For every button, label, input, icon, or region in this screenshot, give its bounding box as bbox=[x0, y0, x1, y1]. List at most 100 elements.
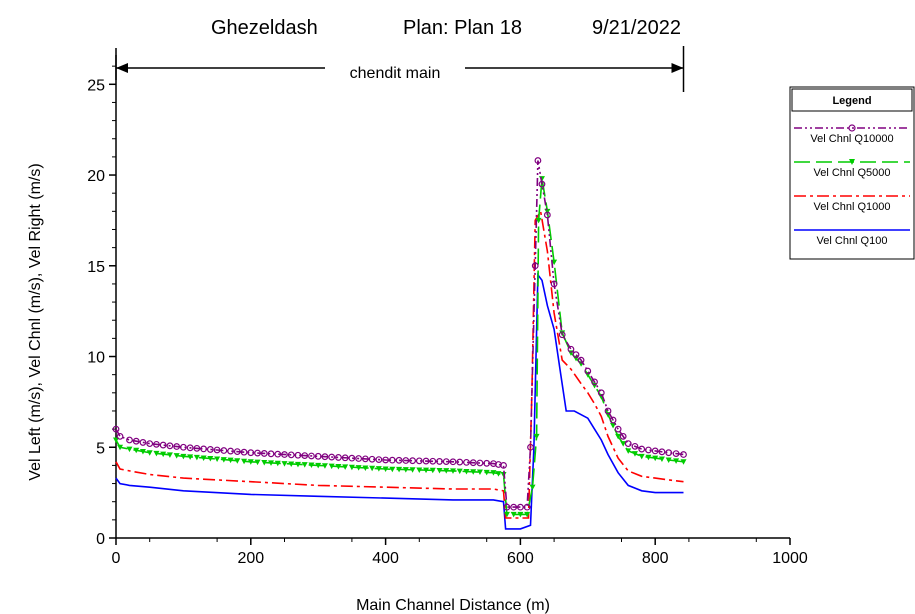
series-marker bbox=[133, 447, 140, 454]
series-marker bbox=[624, 440, 632, 448]
series-marker bbox=[604, 407, 612, 415]
series-marker bbox=[396, 466, 403, 473]
series-marker bbox=[672, 450, 680, 458]
y-tick-label: 15 bbox=[87, 259, 105, 276]
series-marker bbox=[314, 452, 322, 460]
series-marker bbox=[254, 449, 261, 457]
reach-label: chendit main bbox=[350, 65, 441, 82]
series-marker bbox=[328, 463, 335, 470]
series-marker bbox=[658, 456, 665, 463]
series-marker bbox=[510, 511, 517, 518]
series-marker bbox=[533, 433, 540, 440]
series-marker bbox=[436, 467, 443, 474]
series-marker bbox=[355, 465, 362, 471]
series-marker bbox=[597, 389, 605, 397]
series-marker bbox=[503, 503, 511, 511]
series-marker bbox=[652, 455, 659, 462]
series-marker bbox=[200, 445, 208, 453]
series-marker bbox=[620, 441, 627, 447]
series-marker bbox=[206, 446, 214, 453]
series-marker bbox=[543, 211, 551, 219]
series-marker bbox=[240, 448, 248, 456]
series-marker bbox=[538, 180, 546, 188]
series-marker bbox=[442, 458, 450, 465]
series-marker bbox=[463, 458, 470, 466]
series-marker bbox=[268, 460, 275, 466]
series-marker bbox=[348, 454, 356, 462]
series-marker bbox=[402, 467, 409, 473]
series-line bbox=[115, 178, 684, 516]
series-marker bbox=[186, 444, 194, 452]
series-marker bbox=[274, 450, 282, 458]
title-river: Ghezeldash bbox=[211, 17, 318, 39]
series-marker bbox=[388, 456, 396, 464]
series-marker bbox=[180, 453, 187, 460]
series-marker bbox=[220, 457, 227, 463]
series-marker bbox=[450, 468, 456, 474]
series-marker bbox=[572, 351, 580, 359]
series-marker bbox=[227, 447, 234, 455]
series-marker bbox=[463, 468, 470, 475]
series-marker bbox=[567, 345, 575, 353]
x-tick-label: 0 bbox=[112, 550, 121, 567]
series-marker bbox=[301, 452, 309, 460]
series-marker bbox=[614, 425, 622, 433]
legend-items: Vel Chnl Q10000 Vel Chnl Q5000 Vel Chnl Q1… bbox=[794, 124, 910, 247]
series-marker bbox=[524, 511, 531, 518]
series-marker bbox=[375, 456, 383, 464]
series-marker bbox=[301, 462, 308, 468]
series-marker bbox=[315, 462, 322, 469]
series-marker bbox=[645, 454, 652, 461]
title-date: 9/21/2022 bbox=[592, 17, 681, 39]
series-marker bbox=[415, 457, 423, 465]
series-marker bbox=[631, 451, 638, 457]
series-marker bbox=[429, 467, 436, 474]
series-marker bbox=[680, 459, 687, 465]
series-marker bbox=[355, 455, 363, 462]
series-marker bbox=[395, 456, 403, 464]
series-marker bbox=[207, 456, 214, 462]
title-plan: Plan: Plan 18 bbox=[403, 17, 522, 39]
series-marker bbox=[409, 467, 416, 473]
series-marker bbox=[193, 454, 200, 461]
series-marker bbox=[436, 458, 443, 465]
y-tick-label: 20 bbox=[87, 168, 105, 185]
y-tick-label: 25 bbox=[87, 77, 105, 94]
series-marker bbox=[335, 463, 342, 470]
series-marker bbox=[287, 451, 295, 459]
series-marker bbox=[294, 461, 301, 468]
series-vel-chnl-q1000 bbox=[115, 209, 684, 519]
x-tick-label: 200 bbox=[237, 550, 264, 567]
series-marker bbox=[113, 437, 119, 443]
series-marker bbox=[665, 449, 673, 457]
series-layer bbox=[112, 157, 687, 530]
series-marker bbox=[665, 457, 672, 463]
series-marker bbox=[673, 458, 680, 464]
series-marker bbox=[416, 467, 423, 473]
legend-title-box bbox=[791, 88, 913, 112]
series-marker bbox=[132, 437, 140, 445]
series-marker bbox=[126, 446, 133, 453]
series-marker bbox=[116, 432, 124, 440]
series-marker bbox=[527, 443, 534, 451]
series-marker bbox=[261, 460, 268, 466]
series-marker bbox=[241, 458, 248, 465]
series-marker bbox=[658, 448, 666, 456]
legend-item: Vel Chnl Q100 bbox=[794, 229, 910, 247]
series-marker bbox=[146, 450, 153, 456]
series-marker bbox=[625, 448, 632, 454]
series-marker bbox=[517, 503, 524, 511]
series-marker bbox=[382, 456, 390, 464]
series-marker bbox=[139, 439, 147, 446]
series-marker bbox=[483, 459, 491, 467]
series-marker bbox=[328, 453, 336, 461]
series-marker bbox=[342, 464, 349, 470]
legend-item: Vel Chnl Q1000 bbox=[794, 195, 910, 213]
series-marker bbox=[187, 454, 194, 460]
series-marker bbox=[348, 464, 355, 471]
series-line bbox=[115, 209, 684, 519]
series-marker bbox=[495, 471, 502, 477]
series-marker bbox=[619, 432, 627, 440]
series-marker bbox=[153, 450, 160, 457]
